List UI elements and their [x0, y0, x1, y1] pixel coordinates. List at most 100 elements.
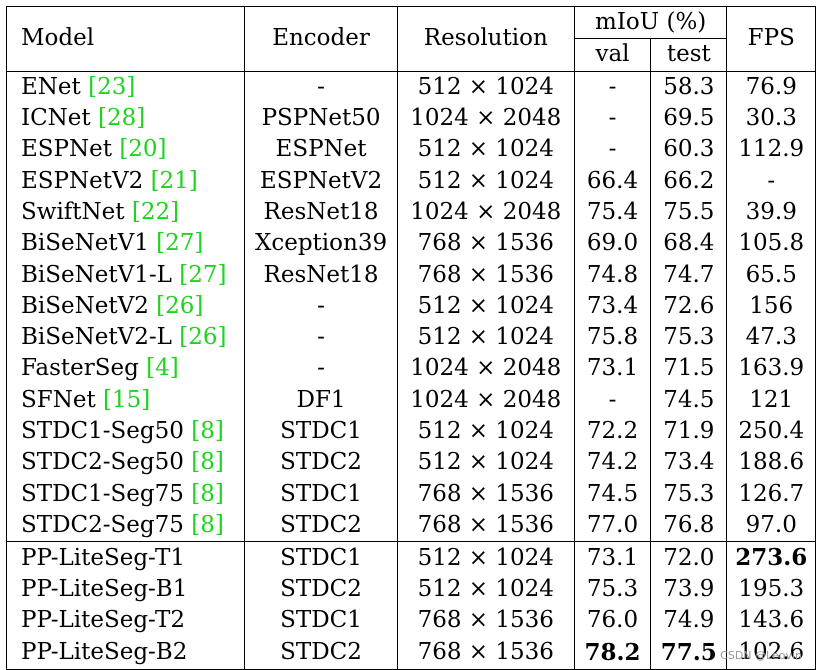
citation-link[interactable]: [27] — [179, 261, 227, 288]
cell-resolution-text: 512 × 1024 — [417, 292, 554, 319]
citation-link[interactable]: [15] — [103, 386, 151, 413]
cell-val-text: 73.1 — [586, 355, 639, 382]
cell-model-text: PP-LiteSeg-B1 — [21, 576, 188, 603]
citation-link[interactable]: [8] — [191, 418, 224, 444]
table-row: ESPNetV2 [21] ESPNetV2 512 × 1024 66.4 66.2- — [5, 165, 816, 197]
cell-test-text: 73.9 — [663, 576, 715, 603]
cell-test-text: 71.5 — [663, 355, 715, 382]
cell-model: ICNet [28] — [5, 102, 245, 135]
cell-model: PP-LiteSeg-T2 — [5, 605, 245, 637]
cell-encoder: STDC2 — [244, 636, 398, 670]
cell-encoder: ESPNet — [244, 134, 398, 166]
cell-encoder-text: ESPNetV2 — [259, 167, 383, 194]
cell-test-text: 58.3 — [663, 73, 715, 100]
cell-resolution-text: 1024 × 2048 — [410, 355, 562, 382]
cell-encoder-text: - — [317, 292, 325, 319]
citation-link[interactable]: [28] — [97, 105, 146, 132]
cell-val-text: 77.0 — [586, 511, 639, 538]
table-row: BiSeNetV2 [26] - 512 × 1024 73.4 72.6 156 — [5, 290, 816, 322]
cell-model: ESPNet [20] — [5, 134, 245, 166]
cell-model-text: PP-LiteSeg-B2 — [21, 639, 188, 666]
cell-val: 69.0 — [573, 228, 651, 260]
citation-link[interactable]: [23] — [88, 73, 136, 100]
citation-link[interactable]: [22] — [131, 198, 180, 225]
cell-test: 60.3 — [650, 134, 727, 166]
cell-fps: 195.3 — [726, 574, 816, 606]
citation-link[interactable]: [8] — [191, 480, 224, 507]
cell-fps-text: - — [767, 167, 776, 194]
cell-resolution-text: 512 × 1024 — [417, 576, 554, 603]
cell-test: 71.9 — [650, 415, 727, 448]
cell-model: BiSeNetV1-L [27] — [5, 259, 245, 291]
cell-resolution-text: 512 × 1024 — [417, 324, 554, 351]
cell-test-text: 60.3 — [663, 136, 715, 163]
cell-val-text: 75.4 — [586, 198, 639, 225]
cell-encoder: - — [244, 321, 398, 354]
cell-resolution: 768 × 1536 — [396, 509, 575, 542]
cell-fps-text: 143.6 — [738, 607, 805, 634]
citation-link[interactable]: [20] — [119, 136, 167, 163]
cell-test: 73.4 — [650, 447, 727, 479]
watermark: CSDN @Leovin — [720, 649, 802, 662]
cell-resolution-text: 512 × 1024 — [417, 73, 554, 100]
cell-resolution: 768 × 1536 — [396, 478, 575, 510]
cell-fps-text: 47.3 — [745, 324, 797, 351]
cell-fps: 126.7 — [726, 478, 816, 510]
header-model: Model — [5, 6, 245, 72]
cell-model: PP-LiteSeg-B1 — [5, 574, 245, 606]
table-row: STDC2-Seg75 [8] STDC2 768 × 1536 77.0 76.8 97… — [5, 509, 816, 542]
header-test: test — [650, 38, 727, 72]
cell-encoder: STDC1 — [244, 541, 398, 575]
cell-model: BiSeNetV2 [26] — [5, 290, 245, 322]
cell-model: PP-LiteSeg-B2 — [5, 636, 245, 670]
cell-test-text: 75.5 — [663, 198, 715, 225]
cell-val-text: 76.0 — [586, 607, 639, 634]
cell-test-text: 73.4 — [663, 449, 715, 476]
cell-test-text: 68.4 — [663, 230, 715, 257]
cell-model-text: STDC2-Seg75 — [21, 511, 192, 538]
cell-resolution: 512 × 1024 — [396, 70, 575, 103]
citation-link[interactable]: [4] — [146, 355, 179, 382]
cell-model-text: SFNet — [21, 386, 104, 413]
cell-model: STDC1-Seg75 [8] — [5, 478, 245, 510]
citation-link[interactable]: [26] — [156, 292, 204, 319]
cell-model-text: ICNet — [21, 105, 98, 132]
cell-model: BiSeNetV2-L [26] — [5, 321, 245, 354]
cell-encoder: STDC2 — [244, 509, 398, 542]
citation-link[interactable]: [21] — [150, 167, 198, 194]
citation-link[interactable]: [8] — [191, 449, 224, 476]
cell-model-text: BiSeNetV2 — [21, 292, 157, 319]
cell-val: 76.0 — [573, 605, 651, 637]
cell-model: BiSeNetV1 [27] — [5, 228, 245, 260]
cell-test-text: 66.2 — [663, 167, 715, 194]
cell-fps: 30.3 — [726, 102, 816, 135]
cell-model-text: ESPNet — [21, 136, 120, 163]
cell-fps-text: 102.6 — [738, 639, 805, 666]
cell-test-text: 74.5 — [663, 386, 715, 413]
cell-encoder: DF1 — [244, 384, 398, 416]
citation-link[interactable]: [8] — [191, 511, 224, 538]
table-row: SFNet [15] DF1 1024 × 2048 - 74.5 121 — [5, 384, 816, 416]
cell-model: STDC2-Seg75 [8] — [5, 509, 245, 542]
cell-resolution-text: 768 × 1536 — [417, 480, 554, 507]
citation-link[interactable]: [27] — [156, 230, 204, 257]
cell-fps-text: 30.3 — [745, 105, 797, 132]
cell-test-text: 69.5 — [663, 105, 715, 132]
table-row: STDC1-Seg75 [8] STDC1 768 × 1536 74.5 75.3 12… — [5, 478, 816, 510]
cell-model-text: STDC1-Seg50 — [21, 418, 192, 444]
cell-test-text: 75.3 — [663, 324, 715, 351]
cell-val: - — [573, 134, 651, 166]
cell-test: 71.5 — [650, 353, 727, 385]
cell-resolution: 512 × 1024 — [396, 574, 575, 606]
table-row: STDC1-Seg50 [8] STDC1 512 × 1024 72.2 71.9 25… — [5, 415, 816, 448]
cell-val: 72.2 — [573, 415, 651, 448]
cell-encoder: STDC2 — [244, 574, 398, 606]
table-row: BiSeNetV1-L [27] ResNet18 768 × 1536 74.8 74… — [5, 259, 816, 291]
cell-model-text: ENet — [21, 73, 89, 100]
cell-model: STDC1-Seg50 [8] — [5, 415, 245, 448]
cell-resolution-text: 1024 × 2048 — [410, 105, 562, 132]
cell-model-text: ESPNetV2 — [21, 167, 151, 194]
cell-test: 74.7 — [650, 259, 727, 291]
cell-encoder: ResNet18 — [244, 259, 398, 291]
citation-link[interactable]: [26] — [179, 324, 227, 351]
